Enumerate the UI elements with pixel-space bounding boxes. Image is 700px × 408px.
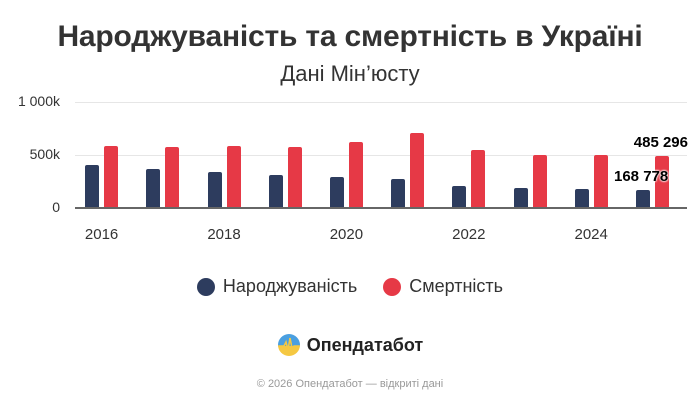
- brand: Опендатабот: [0, 333, 700, 357]
- x-axis-tick-label: 2016: [84, 226, 119, 243]
- data-label-births: 168 778: [614, 168, 669, 185]
- y-axis-tick-label: 0: [52, 198, 60, 215]
- legend-label-births: Народжуваність: [222, 276, 358, 296]
- legend-label-deaths: Смертність: [409, 276, 504, 296]
- brand-name: Опендатабот: [306, 334, 424, 355]
- footer-copyright: © 2026 Опендатабот — відкриті дані: [256, 378, 444, 390]
- bar-deaths[interactable]: [104, 145, 119, 208]
- y-axis-tick-label: 500k: [29, 145, 60, 162]
- bar-deaths[interactable]: [287, 147, 302, 208]
- bar-births[interactable]: [391, 179, 406, 208]
- bar-births[interactable]: [329, 176, 344, 208]
- gridline: [75, 102, 687, 103]
- bar-births[interactable]: [146, 168, 161, 208]
- gridline: [75, 155, 687, 156]
- chart-legend: Народжуваність Смертність: [0, 276, 700, 297]
- legend-item-births[interactable]: Народжуваність: [196, 276, 358, 297]
- bar-deaths[interactable]: [348, 142, 363, 208]
- x-axis-tick-label: 2020: [329, 226, 364, 243]
- bar-births[interactable]: [635, 189, 650, 208]
- bar-deaths[interactable]: [654, 156, 669, 208]
- bar-births[interactable]: [513, 187, 528, 208]
- x-axis-line: [75, 207, 687, 209]
- opendatabot-logo-icon: [277, 334, 300, 356]
- bar-deaths[interactable]: [532, 154, 547, 208]
- chart-title: Народжуваність та смертність в Україні: [57, 20, 643, 53]
- legend-item-deaths[interactable]: Смертність: [383, 276, 503, 297]
- bar-deaths[interactable]: [471, 150, 486, 208]
- data-label-deaths: 485 296: [633, 134, 688, 152]
- chart-subtitle: Дані Мін’юсту: [280, 61, 420, 86]
- y-axis-tick-label: 1 000k: [17, 92, 60, 109]
- bar-births[interactable]: [574, 188, 589, 208]
- bar-births[interactable]: [452, 186, 467, 208]
- chart-plot-area: 0 500k 1 000k 2016 2018 2020 2022 2024 485 296 16…: [17, 92, 688, 244]
- bar-deaths[interactable]: [593, 154, 608, 208]
- x-axis-tick-label: 2024: [574, 226, 608, 243]
- x-axis-tick-label: 2022: [452, 226, 486, 243]
- bar-births[interactable]: [207, 171, 222, 208]
- bar-deaths[interactable]: [226, 146, 241, 208]
- x-axis-tick-label: 2018: [207, 226, 241, 243]
- legend-marker-births-icon: [196, 277, 215, 296]
- legend-marker-deaths-icon: [383, 277, 402, 296]
- bar-deaths[interactable]: [410, 132, 425, 208]
- bar-births[interactable]: [268, 174, 283, 208]
- bar-deaths[interactable]: [165, 146, 180, 208]
- bar-births[interactable]: [85, 165, 100, 208]
